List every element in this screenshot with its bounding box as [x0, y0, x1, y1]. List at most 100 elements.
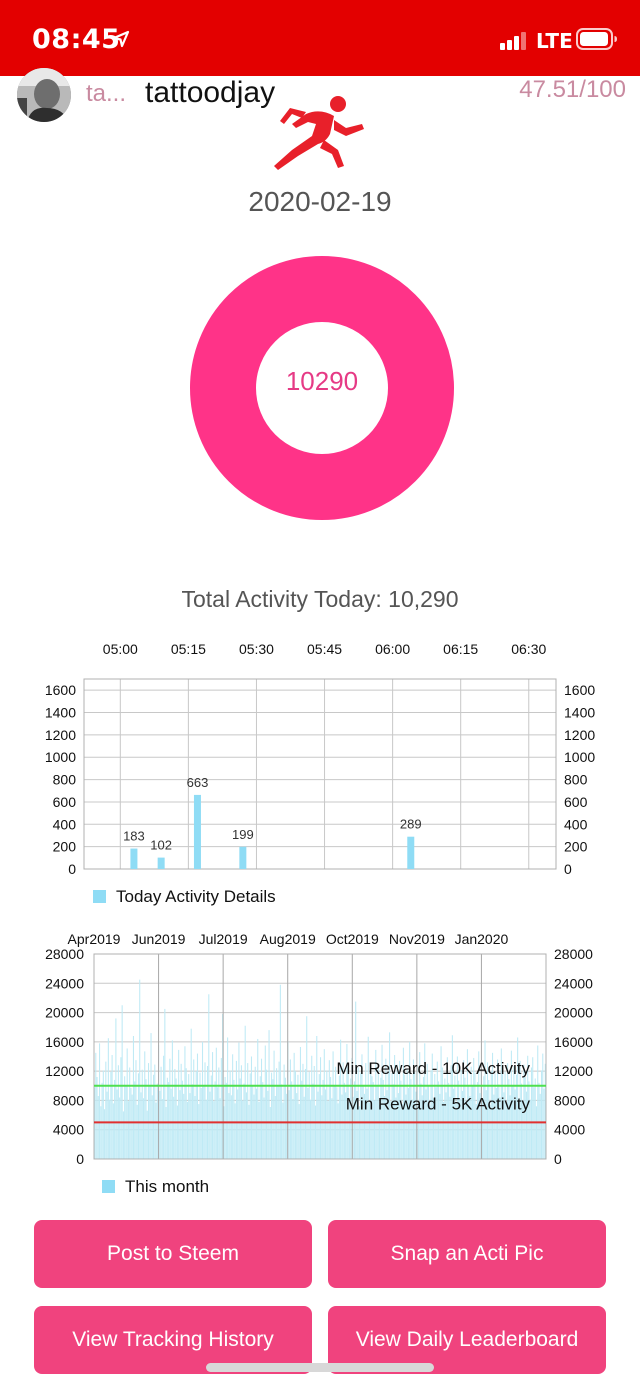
bar [157, 857, 165, 869]
bar [156, 1083, 158, 1159]
bar [114, 1079, 116, 1159]
bar [530, 1067, 533, 1159]
bar [422, 1077, 425, 1159]
bar [153, 1074, 155, 1159]
bar [101, 1082, 103, 1159]
bar [137, 1073, 140, 1159]
bar [348, 1101, 350, 1159]
x-tick-label: 05:00 [103, 641, 138, 657]
view-daily-leaderboard-button[interactable]: View Daily Leaderboard [328, 1306, 606, 1374]
bar [449, 1096, 451, 1159]
bar [455, 1102, 457, 1159]
today-activity-chart: 0 0 200 200 400 400 600 600 800 800 1000 1000 1200 12… [45, 641, 596, 877]
bar [407, 836, 415, 869]
bar [184, 1046, 186, 1159]
bar [522, 1101, 524, 1159]
bar [514, 1089, 516, 1159]
bar [201, 1041, 204, 1159]
bar [400, 1080, 402, 1159]
bar [456, 1056, 458, 1159]
bar [273, 1050, 275, 1159]
bar [396, 1064, 398, 1159]
bar [431, 1053, 433, 1159]
bar [371, 1076, 373, 1159]
y-tick-label: 24000 [554, 975, 593, 991]
bar [109, 1099, 111, 1159]
bar [377, 1068, 379, 1159]
y-tick-label: 600 [564, 794, 588, 810]
bar [257, 1038, 259, 1159]
bar [341, 1094, 343, 1159]
bar [185, 1068, 187, 1159]
x-tick-label: 06:30 [511, 641, 546, 657]
bar [278, 1061, 280, 1159]
location-arrow-icon [112, 30, 130, 48]
signal-strength-icon [500, 32, 526, 50]
bar [519, 1060, 521, 1159]
bar [247, 1063, 249, 1159]
bar [274, 1096, 276, 1159]
bar [410, 1079, 412, 1159]
view-tracking-history-button[interactable]: View Tracking History [34, 1306, 312, 1374]
bar [440, 1046, 442, 1159]
bar [307, 1087, 309, 1159]
bar [249, 1073, 251, 1159]
bar [401, 1104, 403, 1159]
short-name: ta... [86, 80, 127, 107]
bar [254, 1066, 256, 1159]
bar [107, 1038, 109, 1159]
bar [385, 1058, 387, 1159]
bar [212, 1052, 214, 1159]
bar [178, 1049, 180, 1159]
bar [139, 979, 141, 1159]
bar [105, 1061, 107, 1159]
bar [253, 1094, 255, 1159]
status-bar: 08:45 LTE [0, 0, 640, 76]
snap-acti-pic-button[interactable]: Snap an Acti Pic [328, 1220, 606, 1288]
bar [293, 1052, 295, 1159]
y-tick-label: 800 [564, 772, 588, 788]
x-tick-label: 05:15 [171, 641, 206, 657]
bar [309, 1099, 312, 1159]
bar [527, 1055, 529, 1159]
avatar-photo-icon [17, 68, 71, 122]
bar [213, 1101, 215, 1159]
history-legend-label: This month [125, 1177, 210, 1196]
bar [106, 1091, 108, 1159]
bar [358, 1106, 360, 1159]
bar [481, 1100, 484, 1159]
bar [154, 1064, 156, 1159]
bar [414, 1071, 416, 1159]
bar [180, 1063, 182, 1159]
y-tick-label: 16000 [45, 1034, 84, 1050]
bar [97, 1096, 99, 1159]
bar [304, 1068, 307, 1159]
bar [386, 1090, 388, 1159]
bar [146, 1110, 148, 1159]
bar [130, 848, 138, 869]
y-tick-label: 20000 [554, 1005, 593, 1021]
bar [420, 1083, 422, 1159]
avatar[interactable] [17, 68, 71, 122]
bar [473, 1057, 475, 1159]
bar [141, 1069, 143, 1159]
bar [279, 984, 281, 1159]
y-tick-label: 200 [53, 839, 77, 855]
bar [375, 1049, 377, 1159]
bar [489, 1104, 491, 1159]
activity-donut-chart [190, 256, 454, 520]
bar [219, 1098, 221, 1159]
home-indicator[interactable] [206, 1363, 434, 1372]
bar [494, 1073, 496, 1159]
bar [515, 1074, 517, 1159]
bar [535, 1106, 538, 1159]
bar [395, 1097, 397, 1159]
bar [232, 1054, 234, 1159]
bar [245, 1092, 247, 1159]
bar [332, 1051, 334, 1159]
post-to-steem-button[interactable]: Post to Steem [34, 1220, 312, 1288]
bar [294, 1071, 296, 1159]
bar [314, 1105, 317, 1159]
bar [338, 1075, 340, 1159]
bar [145, 1079, 147, 1159]
